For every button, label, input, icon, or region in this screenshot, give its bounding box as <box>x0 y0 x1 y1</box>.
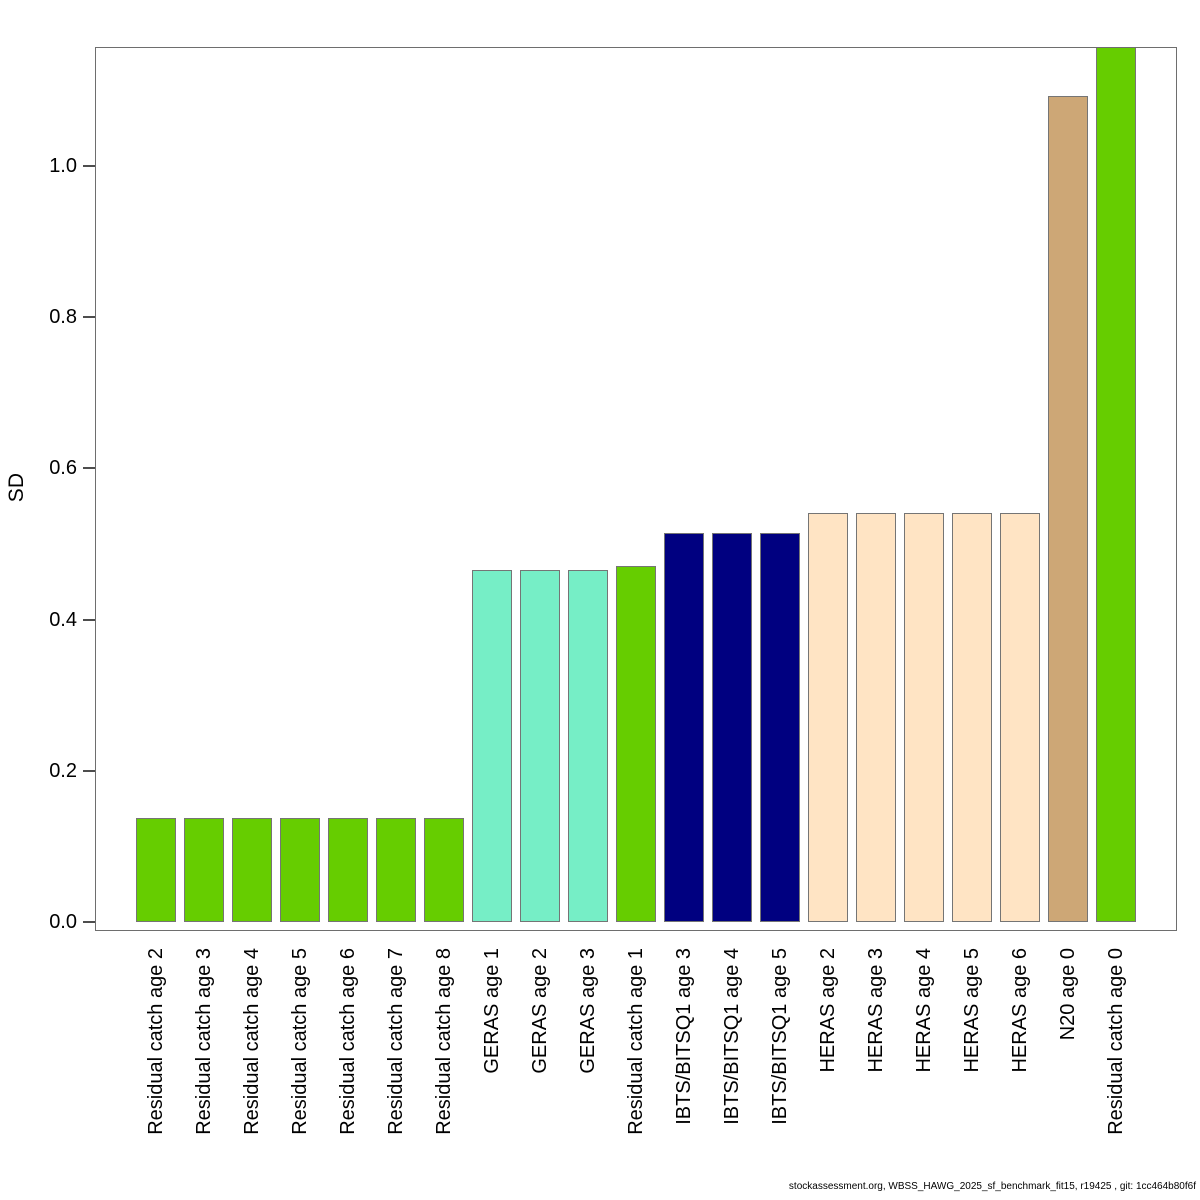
x-tick-label-heras-age-6: HERAS age 6 <box>1008 948 1031 1073</box>
x-tick-label-n20-age-0: N20 age 0 <box>1056 948 1079 1041</box>
x-tick-label-residual-catch-age-3: Residual catch age 3 <box>192 948 215 1135</box>
x-tick-label-geras-age-1: GERAS age 1 <box>480 948 503 1074</box>
x-tick-label-residual-catch-age-0: Residual catch age 0 <box>1104 948 1127 1135</box>
bar-residual-catch-age-1 <box>615 566 656 922</box>
x-tick-label-ibts-bitsq1-age-4: IBTS/BITSQ1 age 4 <box>720 948 743 1125</box>
y-tick-label: 0.4 <box>49 608 77 631</box>
bar-heras-age-5 <box>951 513 992 922</box>
x-tick-label-geras-age-3: GERAS age 3 <box>576 948 599 1074</box>
bar-n20-age-0 <box>1047 96 1088 922</box>
bars-layer <box>96 48 1176 930</box>
bar-residual-catch-age-0 <box>1095 48 1136 922</box>
x-tick-label-geras-age-2: GERAS age 2 <box>528 948 551 1074</box>
x-tick-label-residual-catch-age-7: Residual catch age 7 <box>384 948 407 1135</box>
y-tick-label: 1.0 <box>49 155 77 177</box>
x-tick-label-residual-catch-age-6: Residual catch age 6 <box>336 948 359 1135</box>
x-tick-label-residual-catch-age-2: Residual catch age 2 <box>144 948 167 1135</box>
x-tick-label-residual-catch-age-8: Residual catch age 8 <box>432 948 455 1135</box>
bar-residual-catch-age-3 <box>183 818 224 922</box>
bar-residual-catch-age-8 <box>423 818 464 922</box>
x-tick-label-ibts-bitsq1-age-3: IBTS/BITSQ1 age 3 <box>672 948 695 1125</box>
y-tick-mark <box>83 467 95 470</box>
y-axis-title: SD <box>5 473 28 503</box>
x-tick-label-residual-catch-age-4: Residual catch age 4 <box>240 948 263 1135</box>
x-tick-label-heras-age-2: HERAS age 2 <box>816 948 839 1073</box>
y-tick-mark <box>83 921 95 923</box>
y-tick-label: 0.6 <box>49 457 77 480</box>
y-tick-mark <box>83 769 95 772</box>
plot-area <box>95 47 1177 931</box>
y-tick-label: 0.8 <box>49 306 77 329</box>
x-tick-label-heras-age-4: HERAS age 4 <box>912 948 935 1073</box>
bar-residual-catch-age-7 <box>375 818 416 922</box>
bar-geras-age-2 <box>519 570 560 922</box>
y-tick-mark <box>83 165 95 167</box>
bar-ibts-bitsq1-age-3 <box>663 533 704 922</box>
bar-residual-catch-age-5 <box>279 818 320 922</box>
bar-residual-catch-age-2 <box>135 818 176 922</box>
bar-ibts-bitsq1-age-4 <box>711 533 752 922</box>
x-tick-label-heras-age-5: HERAS age 5 <box>960 948 983 1073</box>
y-tick-label: 0.2 <box>49 759 77 782</box>
y-tick-label: 0.0 <box>49 911 77 933</box>
bar-ibts-bitsq1-age-5 <box>759 533 800 922</box>
x-tick-label-residual-catch-age-5: Residual catch age 5 <box>288 948 311 1135</box>
bar-heras-age-4 <box>903 513 944 922</box>
bar-geras-age-3 <box>567 570 608 922</box>
bar-heras-age-3 <box>855 513 896 922</box>
bar-residual-catch-age-4 <box>231 818 272 922</box>
bar-geras-age-1 <box>471 570 512 922</box>
x-tick-label-heras-age-3: HERAS age 3 <box>864 948 887 1073</box>
y-tick-mark <box>83 316 95 319</box>
x-tick-label-ibts-bitsq1-age-5: IBTS/BITSQ1 age 5 <box>768 948 791 1125</box>
x-tick-label-residual-catch-age-1: Residual catch age 1 <box>624 948 647 1135</box>
footer-caption: stockassessment.org, WBSS_HAWG_2025_sf_b… <box>788 1181 1196 1192</box>
bar-heras-age-6 <box>999 513 1040 922</box>
y-tick-mark <box>83 618 95 621</box>
bar-heras-age-2 <box>807 513 848 922</box>
bar-residual-catch-age-6 <box>327 818 368 922</box>
